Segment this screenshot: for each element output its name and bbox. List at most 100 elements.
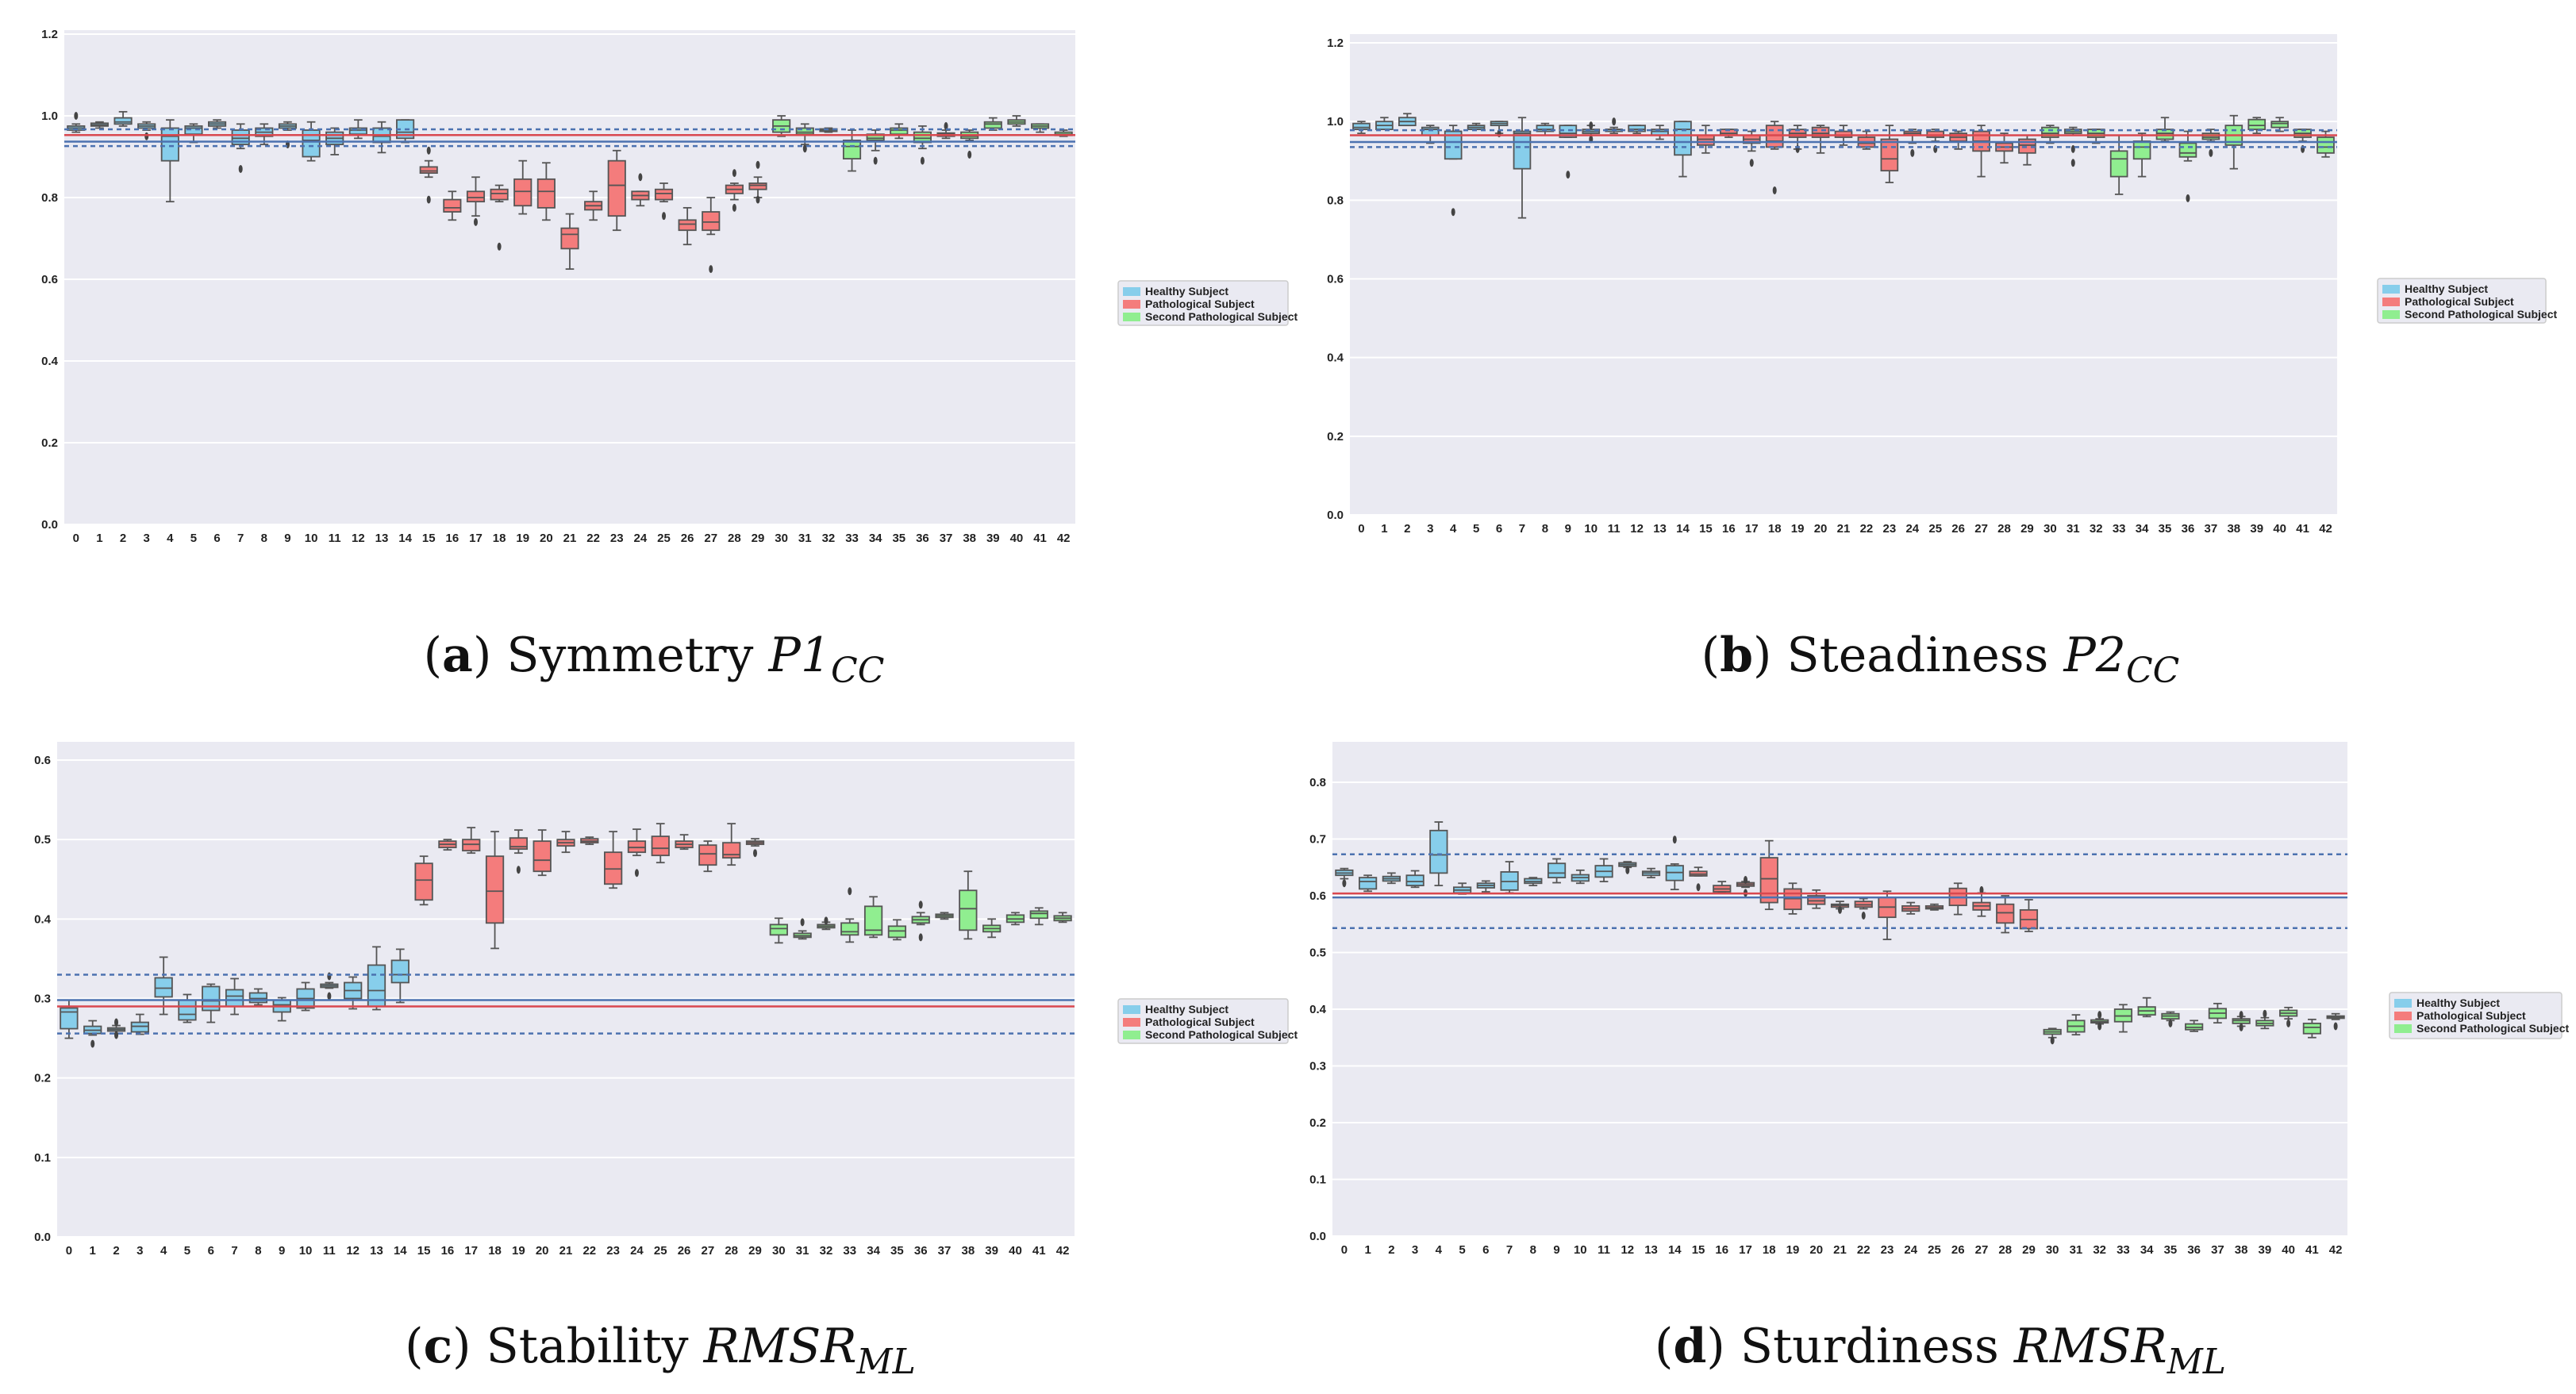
box-iqr	[651, 835, 670, 857]
outlier-point	[753, 849, 758, 858]
legend-label: Second Pathological Subject	[2405, 308, 2557, 321]
x-tick-label: 12	[352, 532, 365, 545]
outlier-point	[755, 160, 760, 169]
box-iqr	[654, 188, 674, 201]
x-tick-label: 33	[2117, 1243, 2130, 1257]
x-tick-label: 0	[66, 1244, 72, 1258]
caption-part: (	[405, 1319, 423, 1374]
box-iqr	[1536, 125, 1555, 132]
x-tick-label: 22	[582, 1244, 596, 1258]
box-20	[533, 829, 552, 877]
y-tick-label: 0.2	[1309, 1116, 1326, 1130]
x-tick-label: 13	[375, 532, 389, 545]
x-tick-label: 36	[2182, 522, 2195, 536]
x-tick-label: 13	[1653, 522, 1667, 536]
box-iqr	[702, 211, 721, 232]
x-tick-label: 31	[796, 1244, 809, 1258]
box-33	[842, 129, 862, 172]
x-tick-label: 28	[1998, 1243, 2012, 1257]
x-tick-label: 19	[1791, 522, 1805, 536]
x-tick-label: 8	[261, 532, 267, 545]
x-tick-label: 6	[1482, 1243, 1489, 1257]
x-tick-label: 24	[1904, 1243, 1917, 1257]
outlier-point	[1838, 905, 1842, 914]
box-iqr	[722, 842, 741, 859]
box-40	[1005, 912, 1025, 926]
outlier-point	[1672, 835, 1677, 844]
box-25	[651, 823, 670, 864]
outlier-point	[1612, 117, 1617, 126]
x-tick-label: 32	[820, 1244, 833, 1258]
x-tick-label: 15	[417, 1244, 431, 1258]
x-tick-label: 9	[1553, 1243, 1559, 1257]
box-iqr	[1352, 122, 1371, 130]
plot-background	[64, 30, 1075, 525]
chart-panel-c: 0.00.10.20.30.40.50.60 1 2 3 4 5 6 7 8 9 10 11 12 13 1…	[34, 742, 1298, 1382]
box-iqr	[225, 989, 244, 1008]
box-iqr	[466, 190, 486, 203]
box-8	[1524, 877, 1543, 887]
x-tick-label: 26	[678, 1244, 691, 1258]
x-tick-label: 5	[184, 1244, 190, 1258]
y-tick-label: 0.6	[34, 754, 51, 767]
box-iqr	[536, 178, 556, 209]
x-tick-label: 28	[1997, 522, 2011, 536]
box-32	[817, 916, 836, 931]
x-tick-label: 40	[1009, 1244, 1022, 1258]
y-tick-label: 0.6	[41, 273, 58, 286]
legend-swatch	[2394, 1012, 2412, 1020]
x-tick-label: 17	[469, 532, 483, 545]
x-tick-label: 21	[1837, 522, 1851, 536]
legend-label: Pathological Subject	[1145, 298, 1255, 310]
legend-frame	[1117, 280, 1289, 326]
x-tick-label: 37	[2205, 522, 2218, 536]
legend-swatch	[2382, 310, 2400, 319]
x-tick-label: 27	[704, 532, 717, 545]
box-iqr	[462, 839, 481, 852]
box-23	[607, 149, 626, 232]
box-41	[1029, 907, 1048, 926]
x-tick-label: 15	[1699, 522, 1713, 536]
box-iqr	[2178, 142, 2197, 158]
y-tick-label: 0.2	[34, 1072, 51, 1085]
x-tick-label: 10	[1574, 1243, 1587, 1257]
caption-part: b	[1720, 628, 1753, 683]
x-tick-label: 27	[1975, 1243, 1989, 1257]
x-tick-label: 0	[73, 532, 79, 545]
caption-part: ML	[856, 1342, 916, 1382]
box-iqr	[202, 985, 221, 1012]
x-tick-label: 23	[1883, 522, 1897, 536]
box-iqr	[603, 851, 623, 885]
x-tick-label: 12	[1621, 1243, 1634, 1257]
box-iqr	[509, 837, 529, 851]
box-iqr	[154, 977, 173, 998]
box-iqr	[160, 127, 179, 162]
outlier-point	[2239, 1023, 2243, 1031]
caption-part: ) Symmetry	[473, 628, 769, 683]
x-tick-label: 22	[1860, 522, 1874, 536]
x-tick-label: 32	[822, 532, 836, 545]
x-tick-label: 23	[610, 532, 624, 545]
outlier-point	[238, 164, 243, 173]
box-28	[725, 169, 744, 212]
x-tick-label: 13	[1644, 1243, 1658, 1257]
box-36	[2185, 1020, 2204, 1032]
x-tick-label: 30	[2043, 522, 2057, 536]
x-tick-label: 15	[1692, 1243, 1705, 1257]
box-29	[2019, 899, 2039, 932]
box-15	[1689, 866, 1708, 892]
x-tick-label: 19	[1786, 1243, 1800, 1257]
x-tick-label: 39	[986, 532, 1000, 545]
x-tick-label: 42	[2329, 1243, 2343, 1257]
outlier-point	[1625, 866, 1630, 874]
x-tick-label: 40	[1010, 532, 1024, 545]
x-tick-label: 11	[329, 532, 341, 545]
box-17	[462, 827, 481, 854]
x-tick-label: 11	[323, 1244, 336, 1258]
subfigure-caption: (c) Stability RMSRML	[405, 1319, 916, 1382]
box-12	[1628, 125, 1646, 134]
x-tick-label: 38	[2235, 1243, 2248, 1257]
box-41	[1030, 123, 1050, 133]
box-23	[603, 831, 623, 889]
